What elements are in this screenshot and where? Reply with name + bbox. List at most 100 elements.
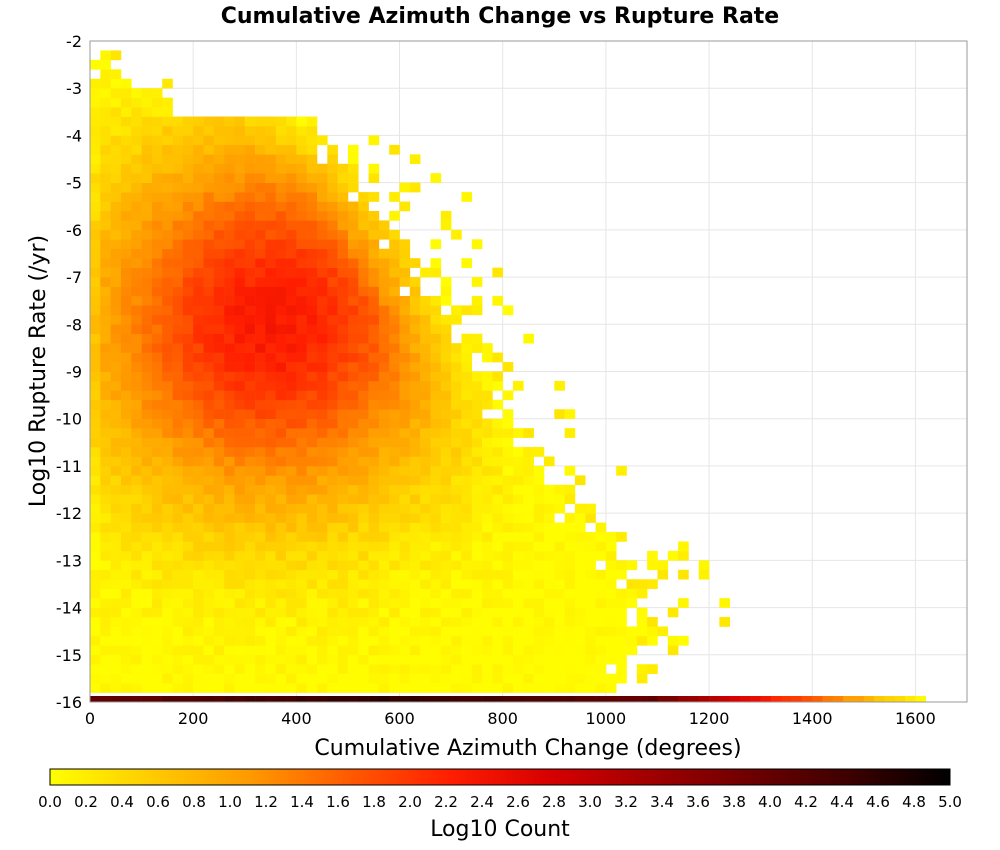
heatmap-cell bbox=[409, 362, 421, 372]
heatmap-cell bbox=[306, 447, 318, 457]
heatmap-cell bbox=[389, 418, 400, 429]
heatmap-cell bbox=[162, 484, 173, 495]
heatmap-cell bbox=[275, 560, 287, 571]
heatmap-cell bbox=[162, 465, 173, 476]
heatmap-cell bbox=[306, 541, 318, 552]
heatmap-cell bbox=[451, 229, 462, 240]
heatmap-cell bbox=[554, 683, 565, 693]
heatmap-cell bbox=[327, 532, 338, 542]
heatmap-cell bbox=[172, 475, 184, 486]
heatmap-cell bbox=[213, 437, 225, 448]
heatmap-cell bbox=[100, 607, 111, 618]
heatmap-cell bbox=[461, 541, 473, 552]
heatmap-cell bbox=[151, 598, 163, 608]
heatmap-cell bbox=[255, 295, 266, 306]
heatmap-cell bbox=[286, 229, 297, 240]
heatmap-cell bbox=[471, 494, 483, 504]
heatmap-cell bbox=[265, 286, 277, 297]
heatmap-cell bbox=[492, 447, 504, 457]
heatmap-cell bbox=[574, 617, 586, 627]
heatmap-cell-bottom-row bbox=[182, 696, 194, 702]
colorbar-tick-label: 4.2 bbox=[794, 793, 818, 811]
heatmap-cell bbox=[440, 617, 452, 627]
heatmap-cell bbox=[430, 399, 442, 410]
heatmap-cell bbox=[131, 135, 142, 146]
heatmap-cell bbox=[378, 465, 390, 476]
heatmap-cell bbox=[409, 494, 421, 504]
heatmap-cell bbox=[131, 541, 142, 552]
heatmap-cell bbox=[203, 683, 215, 693]
heatmap-cell bbox=[461, 598, 473, 608]
heatmap-cell bbox=[120, 277, 132, 287]
heatmap-cell bbox=[595, 522, 607, 533]
heatmap-cell bbox=[90, 418, 101, 429]
heatmap-cell bbox=[492, 522, 504, 533]
heatmap-cell bbox=[120, 673, 132, 684]
heatmap-cell bbox=[554, 569, 565, 580]
heatmap-cell bbox=[255, 560, 266, 571]
heatmap-cell bbox=[451, 465, 462, 476]
heatmap-cell bbox=[461, 371, 473, 382]
heatmap-cell bbox=[296, 409, 307, 420]
heatmap-cell-bottom-row bbox=[358, 696, 369, 702]
heatmap-cell bbox=[90, 532, 101, 542]
heatmap-cell bbox=[120, 409, 132, 420]
heatmap-cell bbox=[337, 447, 349, 457]
heatmap-cell bbox=[100, 305, 111, 316]
heatmap-cell bbox=[255, 239, 266, 250]
heatmap-cell bbox=[296, 475, 307, 486]
heatmap-cell bbox=[502, 683, 514, 693]
heatmap-cell bbox=[100, 97, 111, 108]
heatmap-cell bbox=[244, 380, 256, 391]
heatmap-cell bbox=[90, 541, 101, 552]
heatmap-cell bbox=[110, 683, 122, 693]
heatmap-cell bbox=[234, 390, 246, 401]
y-tick-label: -7 bbox=[66, 268, 82, 287]
heatmap-cell bbox=[151, 522, 163, 533]
heatmap-cell bbox=[90, 654, 101, 665]
heatmap-cell bbox=[131, 107, 142, 117]
heatmap-cell bbox=[110, 258, 122, 268]
heatmap-cell bbox=[110, 626, 122, 637]
heatmap-cell bbox=[564, 484, 576, 495]
heatmap-cell bbox=[182, 239, 194, 250]
heatmap-cell bbox=[131, 248, 142, 259]
heatmap-cell bbox=[100, 135, 111, 146]
heatmap-cell bbox=[554, 532, 565, 542]
heatmap-cell bbox=[193, 664, 204, 674]
heatmap-cell bbox=[378, 390, 390, 401]
heatmap-cell bbox=[120, 617, 132, 627]
heatmap-cell bbox=[461, 437, 473, 448]
heatmap-cell bbox=[513, 541, 524, 552]
heatmap-cell bbox=[182, 607, 194, 618]
heatmap-cell bbox=[110, 305, 122, 316]
heatmap-cell bbox=[574, 664, 586, 674]
heatmap-cell bbox=[151, 673, 163, 684]
heatmap-cell bbox=[224, 192, 235, 202]
heatmap-cell bbox=[120, 182, 132, 193]
heatmap-cell bbox=[100, 532, 111, 542]
heatmap-cell bbox=[430, 409, 442, 420]
heatmap-cell bbox=[162, 560, 173, 571]
heatmap-cell bbox=[172, 154, 184, 165]
heatmap-cell bbox=[316, 314, 328, 325]
heatmap-cell bbox=[234, 409, 246, 420]
heatmap-cell bbox=[451, 541, 462, 552]
heatmap-cell bbox=[389, 399, 400, 410]
heatmap-cell bbox=[389, 229, 400, 240]
heatmap-cell bbox=[430, 447, 442, 457]
heatmap-cell bbox=[368, 645, 380, 656]
heatmap-cell bbox=[255, 258, 266, 268]
heatmap-cell bbox=[275, 324, 287, 335]
heatmap-cell bbox=[368, 314, 380, 325]
heatmap-cell bbox=[255, 182, 266, 193]
heatmap-cell bbox=[90, 201, 101, 212]
heatmap-cell bbox=[162, 305, 173, 316]
heatmap-cell bbox=[316, 617, 328, 627]
heatmap-cell bbox=[151, 210, 163, 221]
heatmap-cell bbox=[193, 428, 204, 438]
heatmap-cell bbox=[482, 513, 493, 523]
heatmap-cell bbox=[409, 182, 421, 193]
heatmap-cell bbox=[131, 635, 142, 646]
heatmap-cell bbox=[151, 88, 163, 98]
